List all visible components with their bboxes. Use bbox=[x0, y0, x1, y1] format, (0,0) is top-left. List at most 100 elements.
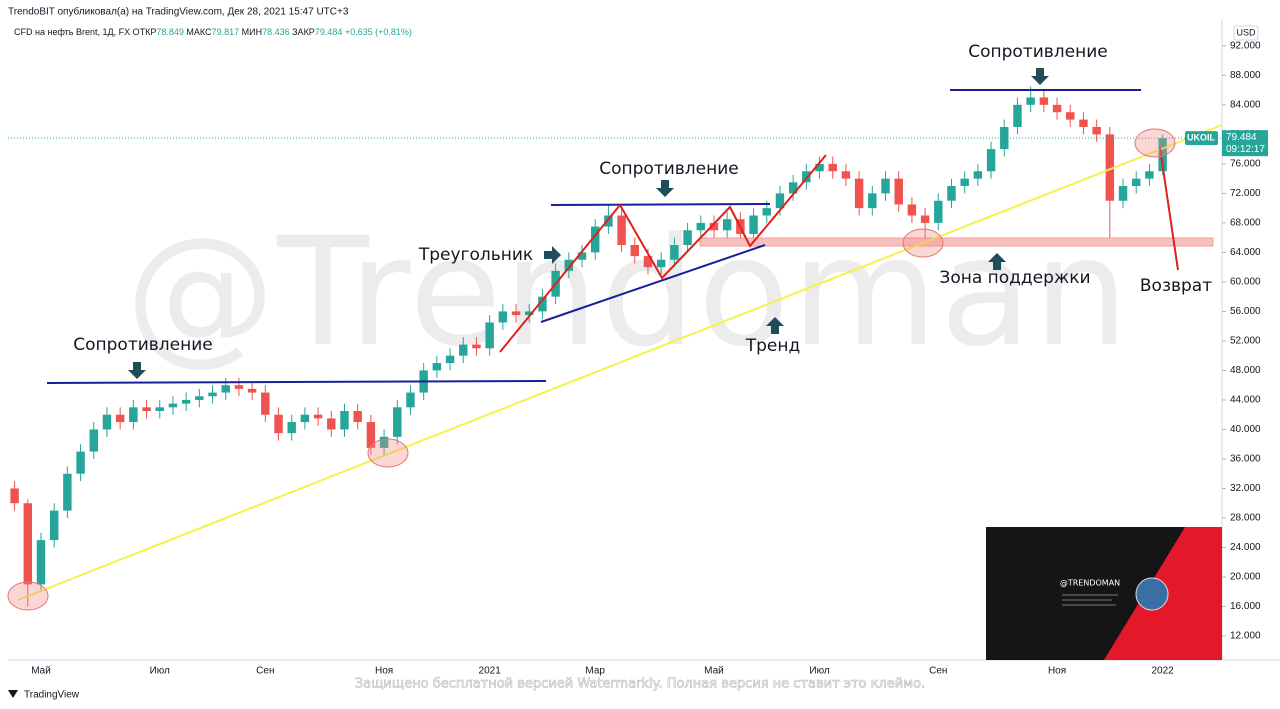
candle-body bbox=[221, 385, 230, 393]
y-tick-label: 20.000 bbox=[1230, 572, 1261, 583]
candle-body bbox=[393, 407, 402, 437]
y-tick-label: 64.000 bbox=[1230, 247, 1261, 258]
tv-logo-icon bbox=[8, 690, 18, 698]
candle-body bbox=[406, 392, 415, 408]
highlight bbox=[367, 438, 409, 468]
candle-body bbox=[485, 322, 494, 349]
candle-body bbox=[538, 296, 547, 312]
plot bbox=[8, 86, 1222, 607]
candle-body bbox=[89, 429, 98, 452]
candle-body bbox=[841, 171, 851, 179]
candle-body bbox=[617, 215, 626, 246]
candle-body bbox=[973, 171, 983, 179]
y-tick-label: 32.000 bbox=[1230, 483, 1261, 494]
candle-body bbox=[10, 488, 19, 504]
annotation: Сопротивление bbox=[73, 335, 213, 355]
x-tick-label: Сен bbox=[929, 666, 947, 677]
y-tick-label: 28.000 bbox=[1230, 513, 1261, 524]
x-tick-label: Ноя bbox=[375, 666, 393, 677]
trend-line bbox=[17, 124, 1223, 601]
ohlc-value: 78.436 bbox=[262, 27, 290, 37]
tv-logo[interactable]: TradingView bbox=[24, 690, 80, 701]
candle-body bbox=[1079, 119, 1088, 127]
x-tick-label: Май bbox=[31, 666, 51, 677]
candle-body bbox=[1066, 112, 1075, 120]
return-line bbox=[1159, 147, 1179, 271]
y-tick-label: 84.000 bbox=[1230, 99, 1261, 110]
x-tick-label: Сен bbox=[256, 666, 274, 677]
candle-body bbox=[353, 411, 362, 423]
candle-body bbox=[63, 473, 72, 511]
ohlc-label: ЗАКР bbox=[292, 27, 315, 37]
candle-body bbox=[881, 178, 890, 194]
arrow bbox=[128, 362, 146, 379]
ohlc-label: ОТКР bbox=[133, 27, 157, 37]
annotation: Зона поддержки bbox=[939, 268, 1090, 288]
candle-body bbox=[1039, 97, 1049, 105]
candle-body bbox=[934, 200, 943, 223]
candle-body bbox=[261, 392, 270, 415]
candle-body bbox=[1132, 178, 1141, 186]
candle-body bbox=[907, 204, 917, 216]
candle-body bbox=[208, 392, 217, 397]
y-tick-label: 88.000 bbox=[1230, 70, 1261, 81]
candle-body bbox=[1158, 138, 1167, 172]
candle-body bbox=[1092, 126, 1101, 135]
candle-body bbox=[525, 311, 534, 316]
candle-body bbox=[247, 388, 257, 393]
candle-body bbox=[894, 178, 903, 205]
y-tick-label: 76.000 bbox=[1230, 159, 1261, 170]
candle-body bbox=[511, 311, 521, 316]
arrow bbox=[1031, 68, 1049, 85]
candle-body bbox=[155, 407, 164, 412]
x-tick-label: 2021 bbox=[479, 666, 502, 677]
price-box bbox=[1222, 130, 1268, 157]
arrows bbox=[128, 68, 1049, 379]
candle-body bbox=[181, 399, 191, 404]
highlight bbox=[902, 228, 944, 258]
candle-body bbox=[1026, 97, 1035, 105]
candle-body bbox=[432, 363, 442, 371]
annotation: Тренд bbox=[745, 336, 801, 356]
candle-body bbox=[287, 422, 296, 434]
resistance-line bbox=[550, 203, 771, 206]
candle-body bbox=[815, 163, 824, 172]
candle-body bbox=[327, 418, 336, 430]
candle-body bbox=[683, 230, 692, 246]
candle-body bbox=[577, 252, 587, 260]
candle-body bbox=[590, 226, 600, 253]
ohlc-label: МАКС bbox=[186, 27, 212, 37]
y-tick-label: 36.000 bbox=[1230, 454, 1261, 465]
annotation: Сопротивление bbox=[599, 159, 739, 179]
candle-body bbox=[366, 422, 376, 448]
annotation: Сопротивление bbox=[968, 42, 1108, 62]
candle-body bbox=[472, 344, 481, 349]
arrow bbox=[656, 180, 674, 197]
currency-box[interactable] bbox=[1233, 25, 1259, 41]
candle-body bbox=[49, 510, 59, 541]
drawings: Сопротивление Сопротивление Сопротивлени… bbox=[7, 42, 1223, 611]
candle-body bbox=[274, 414, 283, 434]
candle-body bbox=[656, 259, 666, 268]
candle-body bbox=[947, 185, 956, 201]
candle-body bbox=[1052, 104, 1062, 113]
candle-body bbox=[788, 182, 798, 194]
y-tick-label: 24.000 bbox=[1230, 542, 1261, 553]
ohlc-value: 78.849 bbox=[156, 27, 184, 37]
candle-body bbox=[498, 311, 508, 323]
y-tick-label: 40.000 bbox=[1230, 424, 1261, 435]
y-tick-label: 68.000 bbox=[1230, 218, 1261, 229]
arrow bbox=[766, 317, 784, 334]
candle-body bbox=[722, 219, 732, 231]
candle-body bbox=[828, 163, 837, 172]
y-tick-label: 60.000 bbox=[1230, 277, 1261, 288]
published-info: TrendoBIT опубликовал(а) на TradingView.… bbox=[8, 6, 349, 18]
x-tick-label: Мар bbox=[585, 666, 605, 677]
candle-body bbox=[604, 215, 613, 227]
candle-body bbox=[234, 385, 244, 389]
x-tick-label: 2022 bbox=[1151, 666, 1174, 677]
y-tick-label: 48.000 bbox=[1230, 365, 1261, 376]
x-tick-label: Ноя bbox=[1048, 666, 1066, 677]
